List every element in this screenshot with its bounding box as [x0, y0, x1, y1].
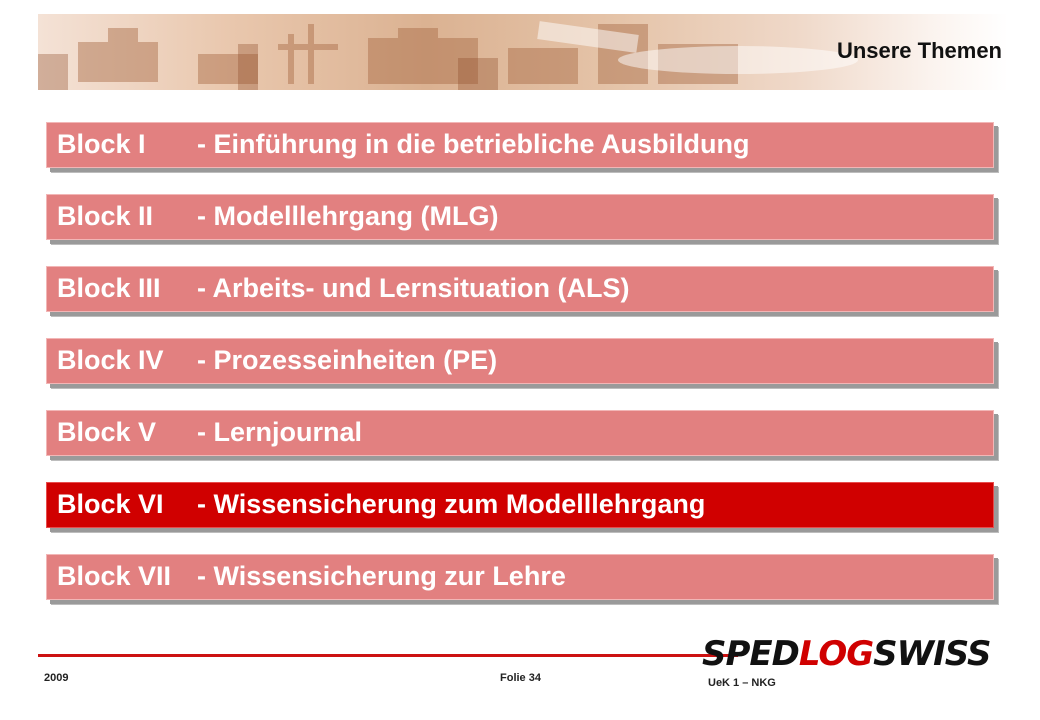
- block-code: Block I: [57, 129, 146, 159]
- block-code: Block III: [57, 273, 161, 303]
- footer-divider: [38, 654, 738, 657]
- topic-block-6-active[interactable]: Block VI - Wissensicherung zum Modellleh…: [46, 482, 994, 528]
- block-description: - Wissensicherung zur Lehre: [197, 561, 566, 591]
- slide-number: Folie 34: [500, 672, 541, 684]
- footer-year: 2009: [44, 672, 69, 684]
- logistics-collage-graphic: [38, 21, 858, 90]
- topic-block-4[interactable]: Block IV - Prozesseinheiten (PE): [46, 338, 994, 384]
- topic-block-2[interactable]: Block II - Modelllehrgang (MLG): [46, 194, 994, 240]
- block-code: Block VII: [57, 561, 172, 591]
- block-description: - Einführung in die betriebliche Ausbild…: [197, 129, 750, 159]
- block-code: Block IV: [57, 345, 164, 375]
- logo-text-swiss: SWISS: [873, 634, 991, 674]
- block-description: - Wissensicherung zum Modelllehrgang: [197, 489, 706, 519]
- spedlogswiss-logo: SPEDLOGSWISS: [702, 634, 1002, 674]
- topic-block-1[interactable]: Block I - Einführung in die betriebliche…: [46, 122, 994, 168]
- course-label: UeK 1 – NKG: [708, 677, 776, 689]
- block-code: Block II: [57, 201, 154, 231]
- header-banner-image: [38, 14, 1008, 90]
- block-description: - Lernjournal: [197, 417, 363, 447]
- topic-block-3[interactable]: Block III - Arbeits- und Lernsituation (…: [46, 266, 994, 312]
- block-description: - Modelllehrgang (MLG): [197, 201, 499, 231]
- logo-text-log: LOG: [798, 634, 874, 674]
- topic-block-5[interactable]: Block V - Lernjournal: [46, 410, 994, 456]
- logo-text-sped: SPED: [702, 634, 800, 674]
- block-code: Block V: [57, 417, 157, 447]
- block-description: - Prozesseinheiten (PE): [197, 345, 498, 375]
- block-description: - Arbeits- und Lernsituation (ALS): [197, 273, 630, 303]
- page-title: Unsere Themen: [836, 38, 1002, 63]
- block-code: Block VI: [57, 489, 164, 519]
- topic-block-7[interactable]: Block VII - Wissensicherung zur Lehre: [46, 554, 994, 600]
